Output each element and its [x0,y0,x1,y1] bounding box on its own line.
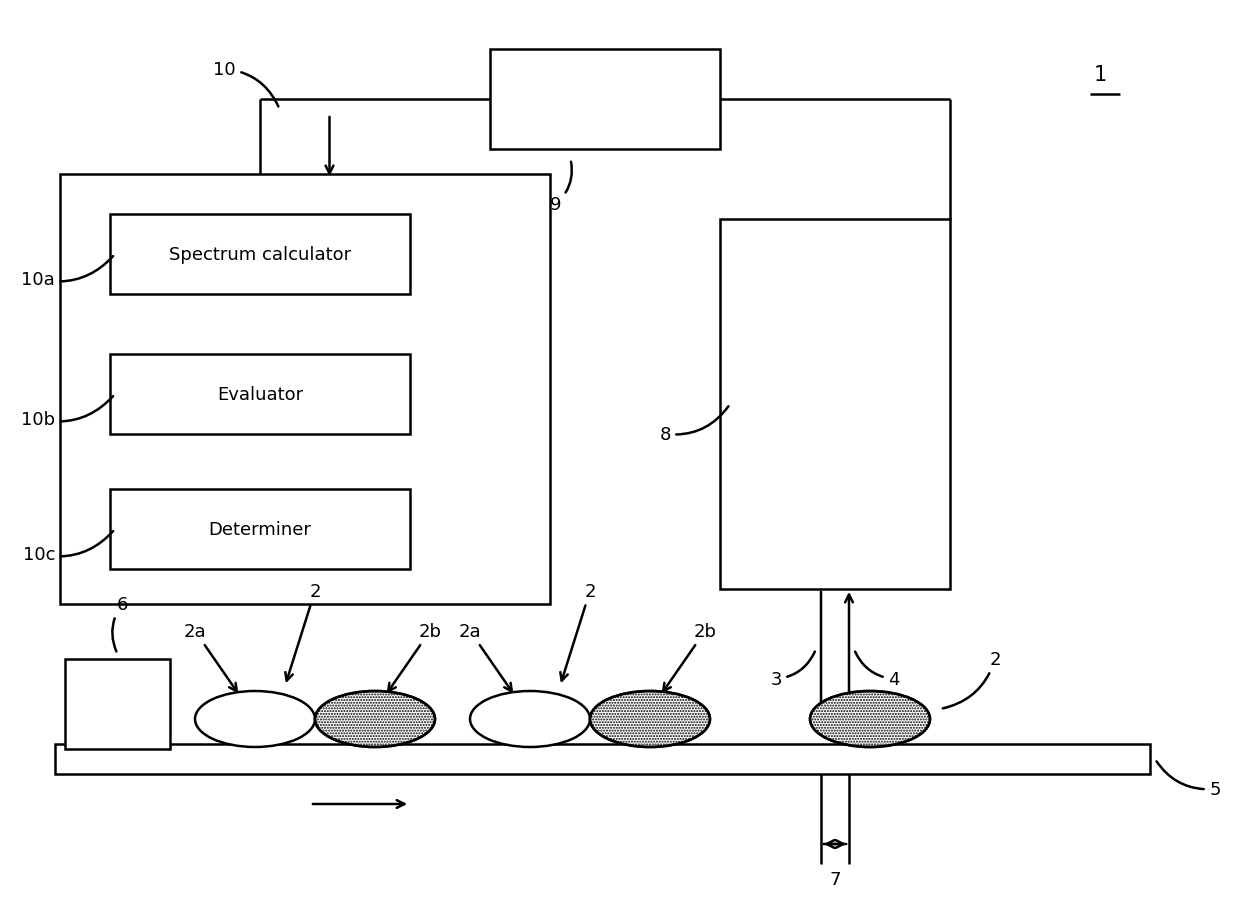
Bar [110,490,410,570]
Text: 10a: 10a [21,256,113,289]
Text: 3: 3 [770,652,815,688]
Text: 10c: 10c [22,531,113,563]
Ellipse shape [315,691,435,747]
Bar [720,220,950,589]
Text: 1: 1 [1094,65,1106,85]
Text: 10: 10 [213,61,278,108]
Text: Determiner: Determiner [208,520,311,539]
Ellipse shape [810,691,930,747]
Bar [55,744,1149,774]
Text: 2: 2 [285,583,321,681]
Text: 2a: 2a [459,622,512,692]
Text: 5: 5 [1157,762,1220,798]
Text: 7: 7 [830,870,841,888]
Ellipse shape [590,691,711,747]
Text: 4: 4 [856,652,900,688]
Bar [60,175,551,605]
Bar [490,50,720,150]
Bar [110,215,410,295]
Text: 2a: 2a [184,622,237,692]
Text: 2b: 2b [663,622,717,692]
Bar [64,659,170,749]
Text: Evaluator: Evaluator [217,386,303,403]
Text: 2b: 2b [388,622,441,692]
Text: 2: 2 [942,651,1001,709]
Text: 2: 2 [560,583,595,681]
Text: 10b: 10b [21,397,113,428]
Text: 9: 9 [549,163,572,214]
Text: 6: 6 [113,596,128,652]
Ellipse shape [470,691,590,747]
Text: 8: 8 [660,407,728,444]
Ellipse shape [195,691,315,747]
Bar [110,355,410,435]
Text: Spectrum calculator: Spectrum calculator [169,245,351,264]
